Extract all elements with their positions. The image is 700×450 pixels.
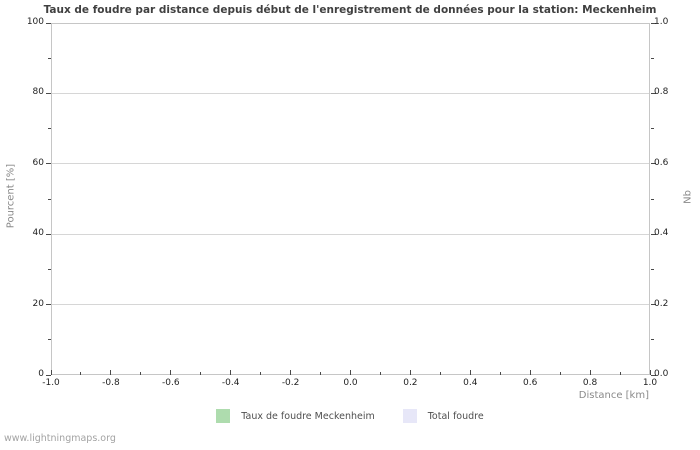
y-tick-label-right: 0.6 — [654, 157, 669, 168]
y-minor-tick-left — [48, 339, 51, 341]
watermark-link[interactable]: www.lightningmaps.org — [4, 433, 116, 444]
plot-area — [51, 23, 650, 375]
y-major-tick-left — [46, 163, 51, 165]
y-tick-label-right: 0.0 — [654, 369, 669, 379]
y-minor-tick-right — [651, 57, 654, 59]
x-major-tick — [290, 370, 292, 375]
x-tick-label: -0.8 — [102, 378, 120, 388]
legend-item-total-foudre: Total foudre — [402, 409, 484, 423]
x-major-tick — [350, 370, 351, 375]
gridline — [52, 304, 649, 306]
y-major-tick-left — [46, 374, 51, 376]
x-tick-label: -0.6 — [162, 378, 180, 388]
x-minor-tick — [200, 372, 202, 375]
y-tick-label-right: 0.4 — [654, 228, 669, 239]
x-tick-label: 0.0 — [343, 378, 358, 388]
y-major-tick-right — [651, 22, 656, 24]
y-tick-label-left: 0 — [38, 369, 44, 379]
y-minor-tick-left — [48, 128, 51, 130]
x-minor-tick — [619, 372, 621, 375]
y-major-tick-left — [46, 22, 51, 24]
legend-label: Taux de foudre Meckenheim — [241, 410, 375, 422]
y-axis-label-left: Pourcent [%] — [5, 163, 17, 229]
x-major-tick — [170, 370, 172, 375]
x-minor-tick — [260, 372, 262, 375]
legend-swatch-green — [216, 409, 231, 423]
x-major-tick — [649, 370, 651, 375]
y-major-tick-left — [46, 304, 51, 306]
y-major-tick-left — [46, 92, 51, 94]
y-major-tick-right — [651, 163, 656, 165]
y-tick-label-right: 0.2 — [654, 298, 669, 309]
y-minor-tick-right — [651, 339, 654, 341]
y-minor-tick-right — [651, 268, 654, 270]
x-tick-label: 0.6 — [523, 378, 538, 388]
y-major-tick-right — [651, 304, 656, 306]
y-tick-label-left: 100 — [26, 17, 44, 27]
y-major-tick-right — [651, 92, 656, 94]
x-major-tick — [529, 370, 531, 375]
x-major-tick — [110, 370, 112, 375]
x-tick-label: -1.0 — [42, 378, 60, 388]
y-tick-label-left: 40 — [32, 228, 44, 239]
x-tick-label: -0.4 — [221, 378, 240, 388]
x-tick-label: -0.2 — [281, 378, 300, 388]
legend: Taux de foudre Meckenheim Total foudre — [0, 409, 700, 423]
x-major-tick — [409, 370, 411, 375]
y-minor-tick-right — [651, 198, 654, 200]
legend-item-taux-de-foudre: Taux de foudre Meckenheim — [216, 409, 375, 423]
x-tick-label: 0.4 — [463, 378, 478, 388]
x-major-tick — [230, 370, 232, 375]
x-minor-tick — [439, 372, 441, 375]
y-tick-label-left: 80 — [32, 87, 44, 98]
x-minor-tick — [80, 372, 82, 375]
legend-swatch-lavender — [402, 409, 417, 423]
y-minor-tick-left — [48, 268, 51, 270]
y-axis-label-right: Nb — [682, 190, 694, 204]
x-tick-label: 1.0 — [642, 378, 658, 388]
x-major-tick — [469, 370, 471, 375]
x-major-tick — [50, 370, 52, 375]
y-tick-label-left: 60 — [32, 157, 44, 168]
x-minor-tick — [320, 372, 322, 375]
y-tick-label-right: 0.8 — [654, 87, 669, 98]
y-major-tick-left — [46, 233, 51, 235]
y-minor-tick-left — [48, 57, 51, 59]
gridline — [52, 233, 649, 235]
x-tick-label: 0.2 — [403, 378, 418, 388]
x-minor-tick — [559, 372, 561, 375]
y-minor-tick-left — [48, 198, 51, 200]
x-minor-tick — [499, 372, 501, 375]
x-minor-tick — [379, 372, 381, 375]
gridline — [52, 92, 649, 94]
y-minor-tick-right — [651, 128, 654, 130]
y-tick-label-right: 1.0 — [654, 17, 669, 27]
legend-label: Total foudre — [427, 410, 484, 422]
x-axis-label: Distance [km] — [578, 390, 649, 401]
x-minor-tick — [140, 372, 142, 375]
x-major-tick — [589, 370, 591, 375]
y-major-tick-right — [651, 374, 656, 376]
y-major-tick-right — [651, 233, 656, 235]
x-tick-label: 0.8 — [582, 378, 598, 388]
gridline — [52, 163, 649, 165]
y-tick-label-left: 20 — [32, 298, 44, 309]
chart-title: Taux de foudre par distance depuis début… — [43, 4, 657, 16]
